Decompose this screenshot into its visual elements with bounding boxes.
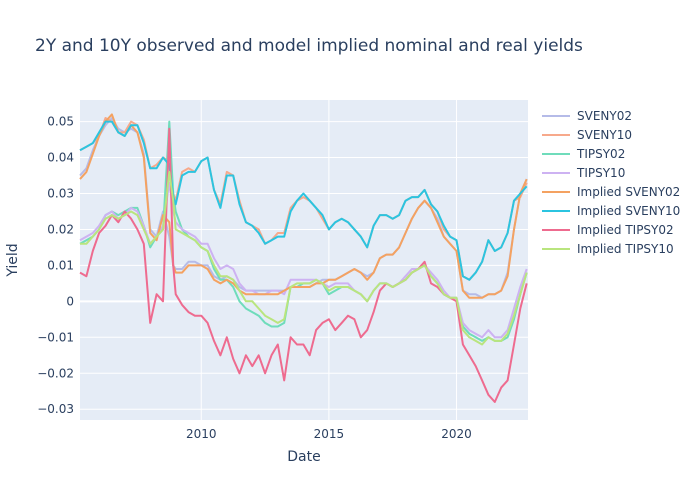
x-axis-label: Date	[287, 449, 320, 465]
y-axis-label: Yield	[5, 243, 21, 277]
legend-label: Implied SVENY10	[577, 204, 680, 218]
legend-label: Implied TIPSY02	[577, 223, 674, 237]
legend-item-tipsy10[interactable]: TIPSY10	[542, 166, 625, 180]
legend-item-implied-sveny10[interactable]: Implied SVENY10	[542, 204, 680, 218]
series-line-implied-sveny10	[79, 120, 528, 281]
y-tick-label: 0	[66, 294, 74, 308]
chart-title: 2Y and 10Y observed and model implied no…	[35, 36, 583, 56]
x-tick-label: 2020	[441, 427, 472, 441]
y-tick-label: 0.02	[47, 222, 74, 236]
x-axis-ticks: 2010 2015 2020	[186, 427, 472, 441]
legend-label: Implied SVENY02	[577, 185, 680, 199]
legend-label: SVENY02	[577, 109, 632, 123]
y-tick-label: −0.01	[37, 330, 74, 344]
legend-item-sveny10[interactable]: SVENY10	[542, 128, 632, 142]
legend-label: Implied TIPSY10	[577, 242, 674, 256]
legend-item-implied-tipsy10[interactable]: Implied TIPSY10	[542, 242, 674, 256]
series-lines	[79, 113, 528, 403]
y-tick-label: 0.03	[47, 186, 74, 200]
y-tick-label: 0.01	[47, 258, 74, 272]
y-tick-label: 0.04	[47, 151, 74, 165]
legend-item-sveny02[interactable]: SVENY02	[542, 109, 632, 123]
legend-label: TIPSY10	[576, 166, 625, 180]
plot-background	[80, 100, 528, 420]
y-axis-ticks: −0.03 −0.02 −0.01 0 0.01 0.02 0.03 0.04 0.05	[37, 115, 74, 417]
legend-item-tipsy02[interactable]: TIPSY02	[542, 147, 625, 161]
grid-lines	[80, 100, 528, 420]
legend: SVENY02 SVENY10 TIPSY02 TIPSY10 Implied SVEN…	[542, 109, 680, 256]
x-tick-label: 2015	[314, 427, 345, 441]
y-tick-label: −0.03	[37, 402, 74, 416]
x-tick-label: 2010	[186, 427, 217, 441]
legend-label: TIPSY02	[576, 147, 625, 161]
legend-item-implied-sveny02[interactable]: Implied SVENY02	[542, 185, 680, 199]
legend-label: SVENY10	[577, 128, 632, 142]
y-tick-label: 0.05	[47, 115, 74, 129]
legend-item-implied-tipsy02[interactable]: Implied TIPSY02	[542, 223, 674, 237]
series-line-implied-tipsy10	[80, 170, 528, 346]
y-tick-label: −0.02	[37, 366, 74, 380]
